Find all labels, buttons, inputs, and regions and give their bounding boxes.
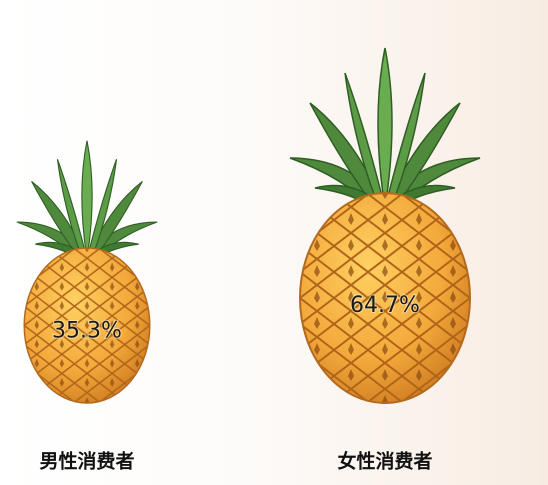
value-label: 35.3% [52,318,122,343]
value-label: 64.7% [350,293,420,318]
category-label: 女性消费者 [337,450,432,473]
category-label: 男性消费者 [39,450,134,473]
